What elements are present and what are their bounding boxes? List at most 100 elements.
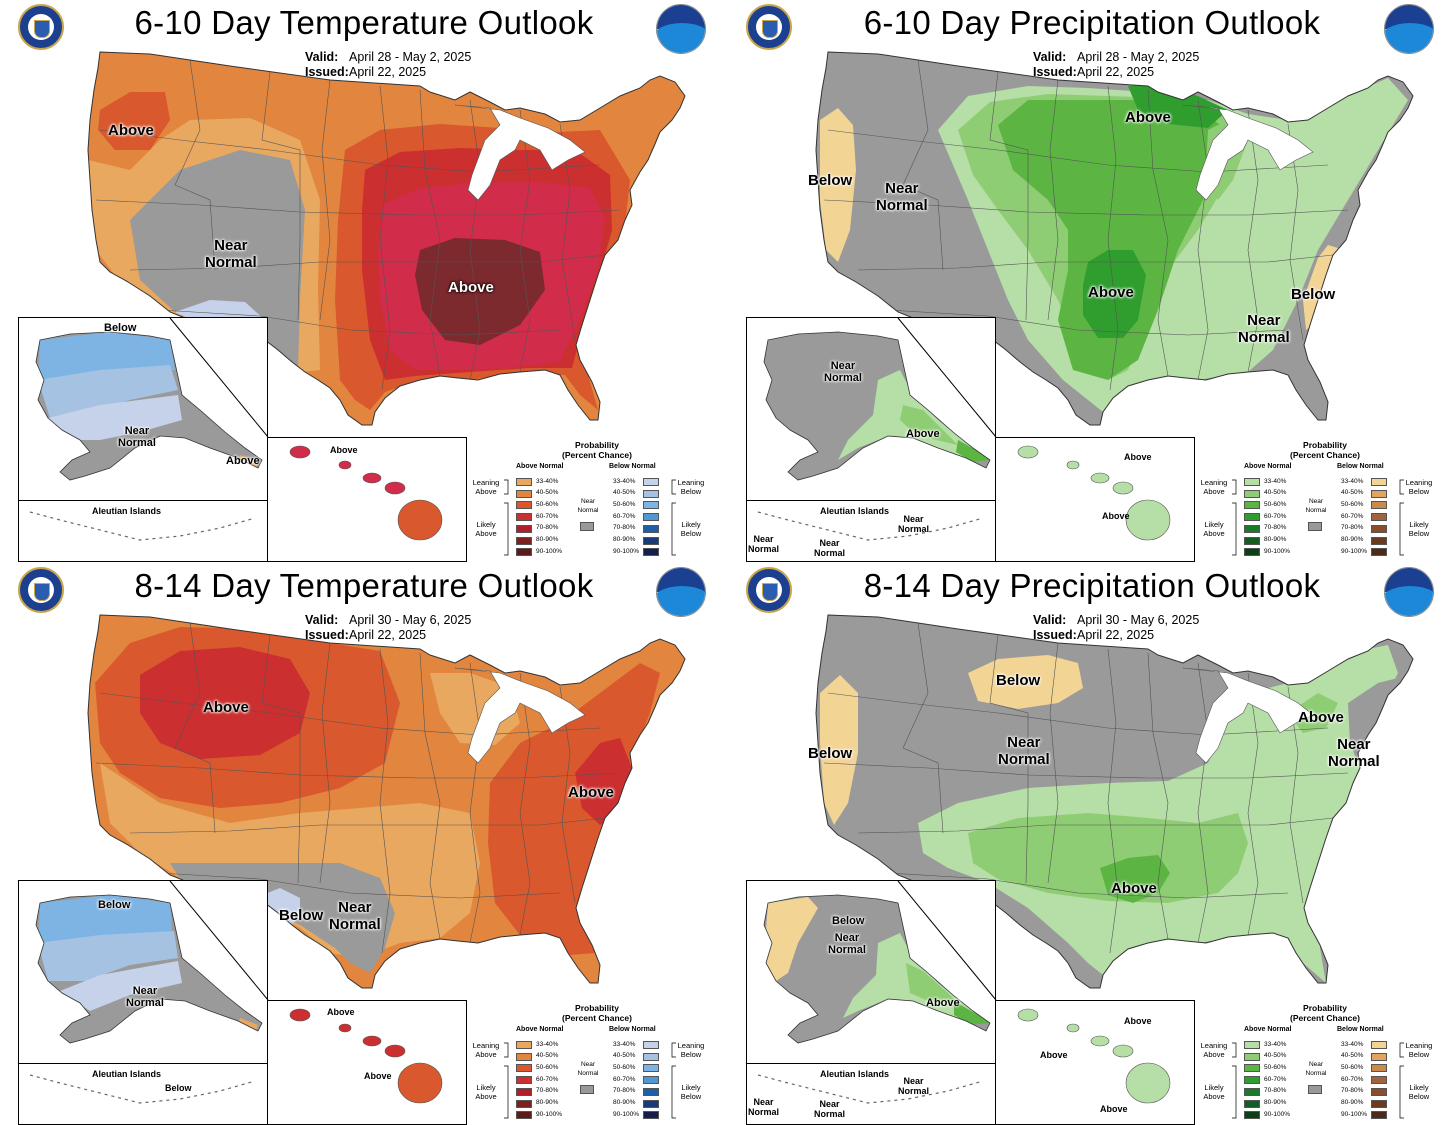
alaska-label: Near Normal (118, 425, 156, 449)
legend-bin-label-below: 90-100% (613, 547, 640, 555)
hawaii-island (1017, 445, 1039, 459)
aleutian-label: Below (165, 1083, 192, 1093)
legend-below-header: Below Normal (1337, 463, 1384, 470)
hawaii-island (1066, 460, 1080, 470)
legend-bin-label-below: 70-80% (613, 1087, 636, 1095)
legend-swatch-above (1244, 1041, 1260, 1049)
legend-swatch-below (1371, 501, 1387, 510)
legend-bin-label-above: 50-60% (1264, 1063, 1287, 1071)
legend-bin-label-below: 80-90% (1341, 536, 1364, 543)
alaska-label: Below (832, 915, 865, 927)
legend-bin-label-below: 70-80% (1341, 1087, 1364, 1095)
legend-swatch-below (1371, 1064, 1387, 1073)
legend-swatch-below (643, 1111, 659, 1120)
legend-above-header: Above Normal (516, 463, 564, 470)
legend-bin-label-below: 80-90% (613, 1099, 636, 1106)
outlook-label: Near Normal (876, 180, 928, 214)
valid-label: Valid: (305, 613, 339, 627)
legend-bin-label-above: 80-90% (536, 1099, 559, 1106)
legend-above-header: Above Normal (1244, 1026, 1292, 1033)
issued-label: Issued: (1033, 628, 1077, 642)
legend-bin-label-below: 60-70% (1341, 512, 1364, 520)
aleutian-label: Near Normal (814, 1099, 846, 1119)
legend-swatch-above (1244, 1052, 1260, 1061)
outlook-label: Near Normal (329, 899, 381, 933)
legend-swatch-above (516, 501, 532, 510)
legend-swatch-near-normal (580, 1085, 594, 1094)
valid-dates: April 30 - May 6, 2025 (1077, 613, 1200, 627)
valid-line: Valid: April 30 - May 6, 2025 (305, 613, 471, 627)
legend-bin-label-above: 50-60% (536, 1063, 559, 1071)
legend-braces (1232, 479, 1404, 556)
alaska-label: Near Normal (828, 932, 866, 956)
legend-bin-label-below: 90-100% (1341, 547, 1368, 555)
legend-likely-above: Likely Above (1203, 1083, 1225, 1101)
legend-likely-below: Likely Below (680, 520, 702, 538)
legend-bin-label-above: 50-60% (1264, 500, 1287, 508)
legend-below-header: Below Normal (609, 1026, 656, 1033)
legend-leaning-below: Leaning Below (677, 1041, 705, 1059)
commerce-seal-icon (18, 4, 64, 50)
category-region (488, 663, 660, 955)
legend-leaning-above: Leaning Above (472, 478, 500, 496)
legend-swatch-near-normal (580, 522, 594, 531)
alaska-map (757, 317, 1171, 541)
legend-swatch-above (1244, 501, 1260, 510)
legend-bin-label-below: 50-60% (1341, 500, 1364, 508)
legend-swatch-below (1371, 1099, 1387, 1108)
aleutian-inset (18, 500, 268, 562)
hawaii-island (1090, 1035, 1110, 1047)
legend-swatch-above (1244, 1111, 1260, 1120)
legend-leaning-below: Leaning Below (1405, 478, 1433, 496)
alaska-map (757, 880, 1171, 1104)
legend-bin-label-below: 60-70% (613, 1075, 636, 1083)
alaska-map (29, 317, 443, 541)
alaska-label: Near Normal (824, 360, 862, 384)
legend-swatch-above (1244, 489, 1260, 498)
legend-braces (504, 1042, 676, 1119)
issued-line: Issued:April 22, 2025 (1033, 628, 1154, 642)
hawaii-island (1112, 481, 1134, 495)
legend-near-normal: Near Normal (577, 498, 599, 514)
legend-swatch-below (643, 489, 659, 498)
legend-likely-above: Likely Above (1203, 520, 1225, 538)
seal-shield-icon (34, 583, 50, 601)
legend-swatch-above (1244, 536, 1260, 545)
legend-likely-above: Likely Above (475, 520, 497, 538)
legend-above-header: Above Normal (516, 1026, 564, 1033)
legend-bin-label-below: 70-80% (1341, 524, 1364, 532)
category-region (130, 150, 305, 370)
legend-swatch-below (1371, 1111, 1387, 1120)
category-region (1128, 84, 1228, 128)
legend-swatch-above (1244, 478, 1260, 486)
legend-bin-label-below: 33-40% (1341, 477, 1364, 485)
valid-dates: April 30 - May 6, 2025 (349, 613, 472, 627)
category-region (1348, 678, 1398, 763)
noaa-logo-icon (656, 567, 706, 617)
legend-swatch-below (1371, 1076, 1387, 1085)
outlook-label: Above (108, 122, 154, 139)
legend-swatch-above (516, 1087, 532, 1096)
legend-near-normal: Near Normal (1305, 498, 1327, 514)
legend-bin-label-below: 50-60% (1341, 1063, 1364, 1071)
legend-swatch-below (1371, 548, 1387, 557)
hawaii-label: Above (1124, 452, 1152, 462)
outlook-label: Above (448, 279, 494, 296)
legend-swatch-below (643, 1099, 659, 1108)
issued-line: Issued:April 22, 2025 (1033, 65, 1154, 79)
category-region (968, 655, 1083, 709)
aleutian-label: Near Normal (898, 1076, 930, 1096)
legend-likely-below: Likely Below (1408, 520, 1430, 538)
legend-swatch-below (643, 1041, 659, 1049)
alaska-label: Above (226, 455, 260, 467)
legend-bin-label-below: 50-60% (613, 500, 636, 508)
hawaii-island (289, 1008, 311, 1022)
legend-swatch-near-normal (1308, 522, 1322, 531)
noaa-logo-wave (657, 586, 705, 616)
legend-swatch-above (516, 524, 532, 533)
legend-bin-label-above: 33-40% (536, 1040, 559, 1048)
legend-bin-label-above: 70-80% (536, 524, 559, 532)
legend-bin-label-above: 60-70% (536, 1075, 559, 1083)
legend-bin-label-below: 80-90% (1341, 1099, 1364, 1106)
legend-swatch-below (643, 548, 659, 557)
